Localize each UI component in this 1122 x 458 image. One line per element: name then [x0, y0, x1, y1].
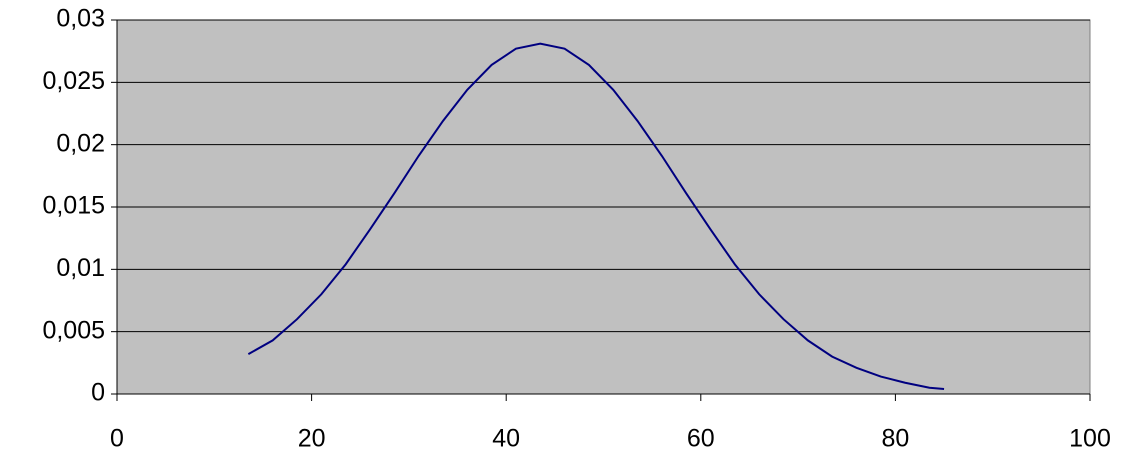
- y-tick-label: 0,015: [42, 192, 105, 220]
- x-tick-label: 20: [298, 425, 326, 453]
- x-tick-label: 60: [687, 425, 715, 453]
- x-tick-label: 0: [110, 425, 124, 453]
- y-tick-label: 0,005: [42, 316, 105, 344]
- y-tick-label: 0,025: [42, 67, 105, 95]
- line-series: [247, 42, 945, 391]
- y-tick-label: 0,03: [56, 5, 105, 33]
- x-tick-label: 100: [1069, 425, 1111, 453]
- x-tick-label: 80: [881, 425, 909, 453]
- y-tick-label: 0,01: [56, 254, 105, 282]
- y-tick-label: 0: [91, 379, 105, 407]
- y-tick-label: 0,02: [56, 129, 105, 157]
- x-tick-label: 40: [492, 425, 520, 453]
